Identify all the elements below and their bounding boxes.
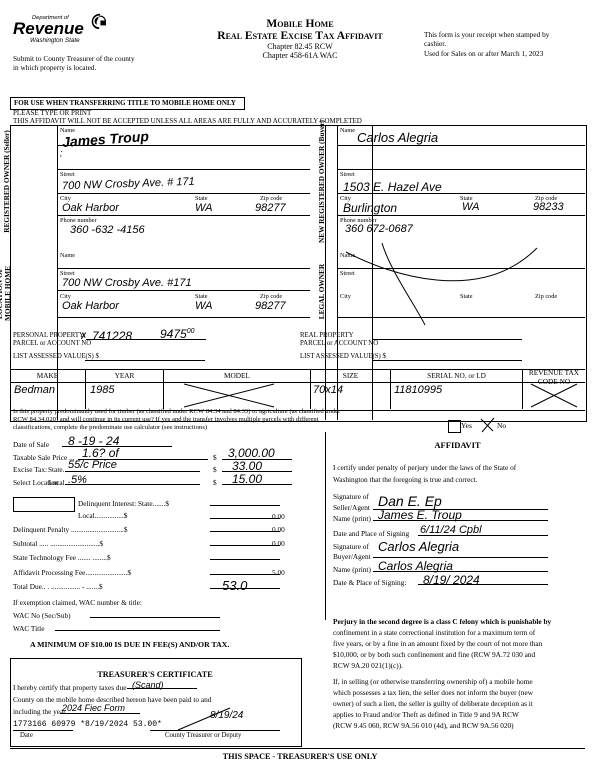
svg-text:Washington State: Washington State: [30, 37, 80, 44]
svg-text:Revenue: Revenue: [13, 19, 84, 38]
